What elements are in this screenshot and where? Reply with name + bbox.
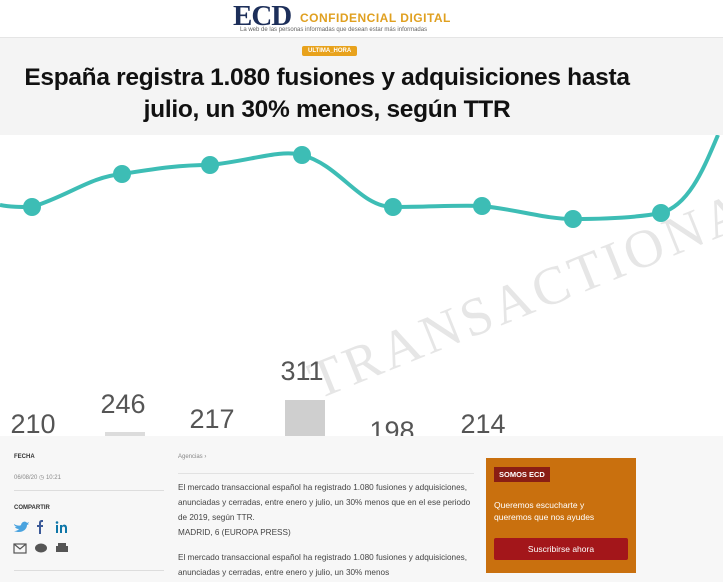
date: 06/08/20 ◷ 10:21: [14, 475, 61, 481]
mail-flap: [13, 543, 27, 550]
print-top: [58, 543, 66, 546]
bar-shape: [285, 400, 325, 436]
headline-band: [0, 38, 723, 135]
share-label: COMPARTIR: [14, 505, 50, 511]
linkedin-dot: [55, 521, 59, 524]
divider: [178, 473, 474, 474]
brand[interactable]: CONFIDENCIAL DIGITAL: [300, 11, 451, 25]
tag[interactable]: ULTIMA_HORA: [302, 46, 358, 56]
hero-image: TRANSACTIONAL 210 246 217 311 198 214: [0, 135, 723, 436]
dots: [23, 146, 670, 228]
hero-label: 214: [460, 409, 505, 436]
tagline: La web de las personas informadas que de…: [240, 27, 428, 33]
promo-text: Queremos escucharte y queremos que nos a…: [494, 500, 595, 522]
paragraph: El mercado transaccional español ha regi…: [178, 553, 468, 577]
hero-label: 198: [369, 416, 414, 436]
source-arrow: ›: [204, 454, 207, 460]
print-icon[interactable]: [56, 546, 68, 552]
divider: [14, 570, 164, 571]
linkedin-icon[interactable]: [56, 525, 58, 533]
hero-label: 311: [280, 356, 323, 386]
logo[interactable]: ECD: [233, 0, 292, 32]
hero-label: 246: [100, 389, 145, 419]
promo-title: SOMOS ECD: [494, 467, 550, 482]
comment-icon[interactable]: [35, 543, 47, 553]
dateline: MADRID, 6 (EUROPA PRESS): [178, 528, 291, 537]
hero-label: 210: [10, 409, 55, 436]
hero-labels: 210 246 217 311 198 214: [10, 356, 505, 436]
chart-line: [0, 135, 720, 222]
headline: España registra 1.080 fusiones y adquisi…: [24, 64, 630, 123]
twitter-icon[interactable]: [14, 521, 29, 533]
hero-label: 217: [189, 404, 234, 434]
subscribe-button[interactable]: Suscribirse ahora: [494, 538, 628, 560]
divider: [14, 490, 164, 491]
watermark: TRANSACTIONAL: [300, 166, 723, 411]
bar-shape: [105, 432, 145, 436]
date-text: 06/08/20: [14, 475, 38, 481]
top-bar: ECD CONFIDENCIAL DIGITAL La web de las p…: [0, 0, 723, 38]
paragraph: El mercado transaccional español ha regi…: [178, 483, 471, 522]
source[interactable]: Agencias ›: [178, 454, 206, 460]
mail-icon[interactable]: [13, 543, 27, 554]
facebook-icon[interactable]: [37, 520, 43, 534]
share-icons: [13, 520, 68, 554]
date-label: FECHA: [14, 454, 35, 460]
source-text[interactable]: Agencias: [178, 454, 203, 460]
promo-box: SOMOS ECD Queremos escucharte y queremos…: [486, 458, 636, 573]
linkedin-in: [60, 524, 67, 533]
time-text: 10:21: [45, 475, 61, 481]
